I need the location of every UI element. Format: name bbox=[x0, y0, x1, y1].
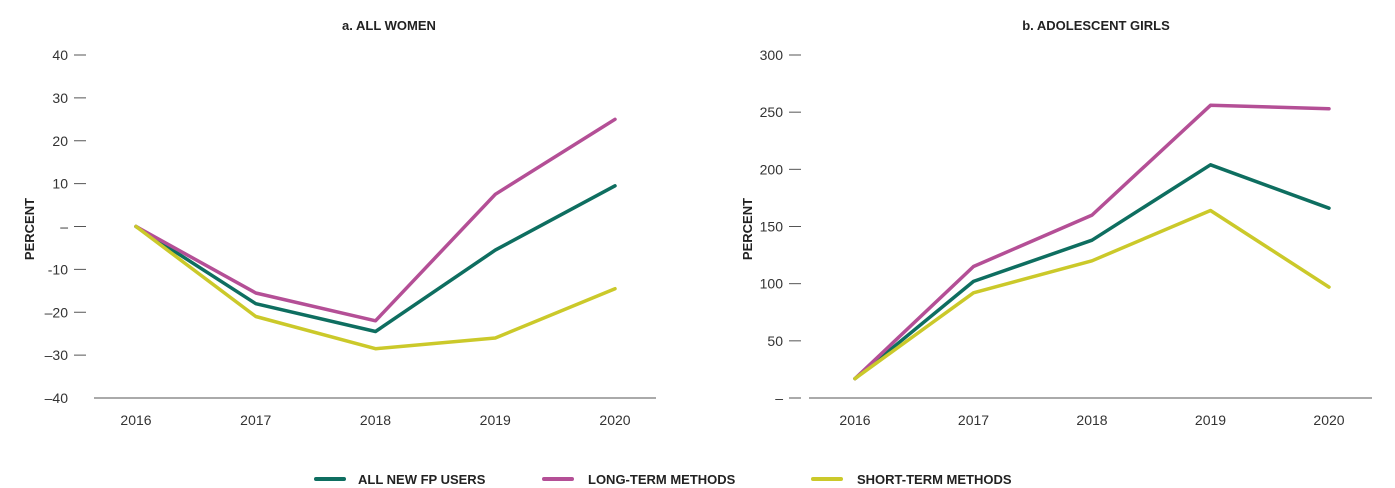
panel-a-y-tick-label: 40 bbox=[52, 47, 68, 63]
panel-a-series-all-new-fp-users bbox=[134, 184, 617, 334]
panel-a-x-tick-label: 2018 bbox=[360, 412, 391, 428]
legend-item-long-term-methods: LONG-TERM METHODS bbox=[542, 472, 736, 487]
panel-a-y-tick-label: –40 bbox=[45, 390, 69, 406]
panel-a-x-tick-label: 2019 bbox=[480, 412, 511, 428]
panel-a-y-tick-label: 20 bbox=[52, 133, 68, 149]
panel-a-y-tick-label: 10 bbox=[52, 176, 68, 192]
legend-item-all-new-fp-users: ALL NEW FP USERS bbox=[314, 472, 486, 487]
legend-label-all-new-fp-users: ALL NEW FP USERS bbox=[358, 472, 486, 487]
panel-b-y-tick-label: – bbox=[775, 390, 783, 406]
panel-a-y-tick-label: 30 bbox=[52, 90, 68, 106]
panel-b-y-tick-label: 100 bbox=[760, 276, 784, 292]
panel-b-x-tick-label: 2019 bbox=[1195, 412, 1226, 428]
panel-b-y-tick-label: 50 bbox=[767, 333, 783, 349]
panel-all-women: a. ALL WOMEN PERCENT 40 30 20 10 – -10 –20 –30 –… bbox=[22, 18, 656, 428]
panel-b-x-tick-label: 2016 bbox=[839, 412, 870, 428]
panel-a-series-short-term-methods bbox=[134, 224, 617, 351]
panel-b-title: b. ADOLESCENT GIRLS bbox=[1022, 18, 1170, 33]
panel-a-x-tick-label: 2017 bbox=[240, 412, 271, 428]
panel-a-x-tick-label: 2016 bbox=[120, 412, 151, 428]
panel-b-x-tick-label: 2017 bbox=[958, 412, 989, 428]
legend-label-long-term-methods: LONG-TERM METHODS bbox=[588, 472, 736, 487]
panel-a-y-tick-label: –30 bbox=[45, 347, 69, 363]
panel-b-x-tick-label: 2020 bbox=[1313, 412, 1344, 428]
panel-a-series-long-term-methods bbox=[134, 117, 617, 323]
panel-b-series-all-new-fp-users bbox=[853, 163, 1331, 381]
panel-a-title: a. ALL WOMEN bbox=[342, 18, 436, 33]
panel-a-y-tick-label: – bbox=[60, 219, 68, 235]
panel-a-x-tick-label: 2020 bbox=[599, 412, 630, 428]
panel-b-y-tick-label: 250 bbox=[760, 104, 784, 120]
panel-a-y-tick-label: –20 bbox=[45, 304, 69, 320]
legend-label-short-term-methods: SHORT-TERM METHODS bbox=[857, 472, 1012, 487]
panel-a-y-axis-label: PERCENT bbox=[22, 198, 37, 260]
legend-item-short-term-methods: SHORT-TERM METHODS bbox=[811, 472, 1012, 487]
panel-b-y-axis-label: PERCENT bbox=[740, 198, 755, 260]
panel-b-series-short-term-methods bbox=[853, 208, 1331, 381]
panel-a-y-tick-label: -10 bbox=[48, 261, 68, 277]
panel-b-series-long-term-methods bbox=[853, 103, 1331, 381]
panel-b-y-tick-label: 150 bbox=[760, 219, 784, 235]
panel-b-x-tick-label: 2018 bbox=[1076, 412, 1107, 428]
panel-b-y-tick-label: 200 bbox=[760, 161, 784, 177]
legend: ALL NEW FP USERS LONG-TERM METHODS SHORT… bbox=[314, 472, 1012, 487]
panel-adolescent-girls: b. ADOLESCENT GIRLS PERCENT 300 250 200 150… bbox=[740, 18, 1372, 428]
panel-b-y-tick-label: 300 bbox=[760, 47, 784, 63]
